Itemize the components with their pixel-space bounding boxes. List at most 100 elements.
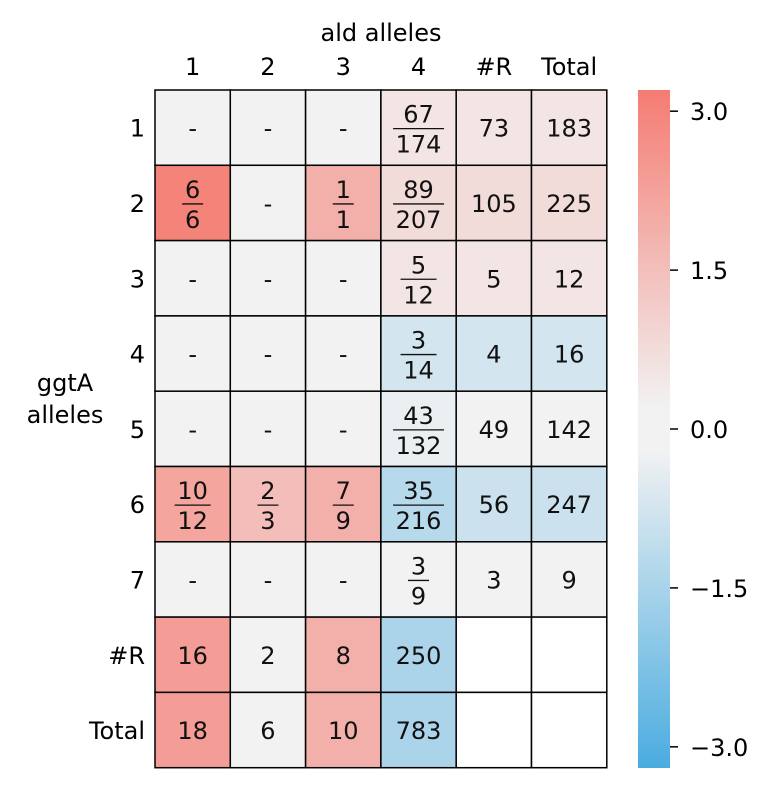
- heatmap-cell: -: [230, 241, 305, 316]
- cell-denominator: 12: [177, 507, 208, 535]
- column-label: 3: [336, 53, 351, 81]
- heatmap-cell: 250: [381, 617, 456, 692]
- heatmap-cell: 2: [230, 617, 305, 692]
- heatmap-cell: -: [306, 90, 381, 165]
- cell-denominator: 9: [411, 582, 426, 610]
- heatmap-cell: 67174: [381, 90, 456, 165]
- cell-value: 10: [328, 717, 359, 745]
- heatmap-cell: 16: [532, 316, 607, 391]
- cell-value: 142: [546, 416, 592, 444]
- heatmap-cell: 8: [306, 617, 381, 692]
- heatmap-cell: [456, 692, 531, 767]
- cell-denominator: 14: [403, 357, 434, 385]
- heatmap-cell: 79: [306, 467, 381, 542]
- heatmap-cell: 73: [456, 90, 531, 165]
- cell-value: 783: [396, 717, 442, 745]
- heatmap-cell: -: [230, 165, 305, 240]
- cell-value: 49: [479, 416, 510, 444]
- colorbar-tick-label: 1.5: [690, 257, 728, 285]
- cell-value: 12: [554, 265, 585, 293]
- cell-denominator: 1: [336, 206, 351, 234]
- cell-denominator: 132: [396, 432, 442, 460]
- column-labels: 1 2 3 4 #R Total: [185, 53, 597, 81]
- cell-value: -: [264, 341, 273, 369]
- cell-numerator: 5: [411, 251, 426, 279]
- cell-value: -: [264, 190, 273, 218]
- cell-value: 225: [546, 190, 592, 218]
- column-axis-label: ald alleles: [321, 19, 442, 47]
- heatmap-cell: 247: [532, 467, 607, 542]
- cell-denominator: 207: [396, 206, 442, 234]
- cell-value: -: [188, 115, 197, 143]
- cell-value: 2: [260, 642, 275, 670]
- row-label: 5: [130, 416, 145, 444]
- heatmap-cell: 1012: [155, 467, 230, 542]
- cell-value: 9: [562, 566, 577, 594]
- cell-numerator: 3: [411, 327, 426, 355]
- heatmap-cell: 314: [381, 316, 456, 391]
- cell-value: -: [264, 265, 273, 293]
- cell-value: -: [339, 115, 348, 143]
- heatmap-cell: [532, 617, 607, 692]
- cell-value: -: [188, 566, 197, 594]
- cell-numerator: 3: [411, 552, 426, 580]
- cell-value: 6: [260, 717, 275, 745]
- cell-value: 3: [486, 566, 501, 594]
- heatmap-cell: 16: [155, 617, 230, 692]
- cell-numerator: 89: [403, 176, 434, 204]
- cell-numerator: 6: [185, 176, 200, 204]
- cell-value: 8: [336, 642, 351, 670]
- cell-value: 56: [479, 491, 510, 519]
- cell-value: -: [264, 115, 273, 143]
- colorbar-tick-label: 3.0: [690, 98, 728, 126]
- row-label: Total: [88, 717, 145, 745]
- heatmap-cell: -: [155, 316, 230, 391]
- cell-value: 18: [177, 717, 208, 745]
- cell-value: -: [339, 416, 348, 444]
- cell-value: -: [188, 265, 197, 293]
- heatmap-cell: -: [306, 391, 381, 466]
- heatmap-cell: -: [155, 391, 230, 466]
- cell-numerator: 35: [403, 477, 434, 505]
- heatmap-cell: 5: [456, 241, 531, 316]
- cell-denominator: 216: [396, 507, 442, 535]
- cell-value: 5: [486, 265, 501, 293]
- heatmap-cell: 4: [456, 316, 531, 391]
- cell-background: [456, 617, 531, 692]
- cell-numerator: 1: [336, 176, 351, 204]
- row-label: #R: [108, 642, 145, 670]
- heatmap-cell: 225: [532, 165, 607, 240]
- heatmap-cell: 23: [230, 467, 305, 542]
- row-axis-label-line1: ggtA: [37, 369, 94, 397]
- cell-value: 247: [546, 491, 592, 519]
- cell-value: 105: [471, 190, 517, 218]
- heatmap-cell: 9: [532, 542, 607, 617]
- cell-numerator: 67: [403, 101, 434, 129]
- column-label: #R: [475, 53, 512, 81]
- row-label: 2: [130, 190, 145, 218]
- cell-value: -: [339, 566, 348, 594]
- heatmap-cell: 49: [456, 391, 531, 466]
- colorbar-tick-label: 0.0: [690, 416, 728, 444]
- heatmap-cell: -: [306, 316, 381, 391]
- row-label: 3: [130, 265, 145, 293]
- heatmap-cell: -: [306, 542, 381, 617]
- heatmap-cell: -: [155, 241, 230, 316]
- heatmap-cell: 512: [381, 241, 456, 316]
- cell-value: 73: [479, 115, 510, 143]
- heatmap-cell: 39: [381, 542, 456, 617]
- heatmap-cell: [456, 617, 531, 692]
- heatmap-cell: 105: [456, 165, 531, 240]
- column-label: Total: [540, 53, 597, 81]
- cell-value: -: [339, 265, 348, 293]
- colorbar-tick-label: −1.5: [690, 575, 748, 603]
- heatmap-cells: - - -6717473 18366- 1189207105 225- - -5125 12- -…: [155, 90, 607, 768]
- heatmap-cell: 3: [456, 542, 531, 617]
- heatmap-cell: -: [155, 542, 230, 617]
- column-label: 1: [185, 53, 200, 81]
- heatmap-cell: 12: [532, 241, 607, 316]
- heatmap-cell: 66: [155, 165, 230, 240]
